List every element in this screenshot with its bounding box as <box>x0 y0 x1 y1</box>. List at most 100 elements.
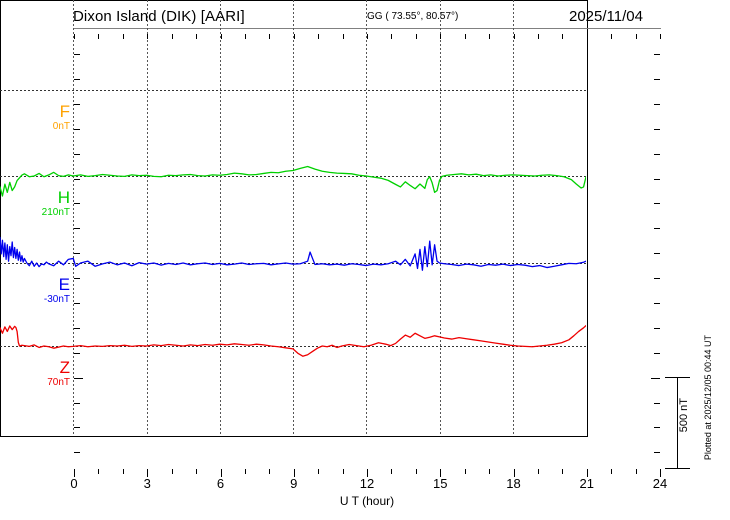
trace-h <box>0 165 586 197</box>
component-symbol-h: H <box>57 188 70 207</box>
x-tick <box>636 469 637 474</box>
x-tick <box>367 469 368 477</box>
x-tick <box>318 469 319 474</box>
y-tick-left <box>74 378 83 379</box>
component-baseline-h: 210nT <box>41 207 70 218</box>
x-tick-top <box>343 34 344 39</box>
y-tick-right <box>654 79 660 80</box>
x-tick-top <box>587 34 588 39</box>
plot-area <box>0 0 588 437</box>
x-tick-label: 21 <box>579 476 594 491</box>
baseline-z <box>0 346 586 347</box>
vertical-gridline <box>220 0 221 435</box>
y-tick-left <box>74 203 80 204</box>
y-tick-left <box>74 452 80 453</box>
x-tick <box>147 469 148 477</box>
x-tick <box>269 469 270 474</box>
station-title: Dixon Island (DIK) [AARI] <box>73 8 245 25</box>
component-label-f: F 0nT <box>24 103 70 133</box>
trace-z <box>0 324 586 357</box>
x-tick-label: 18 <box>506 476 521 491</box>
x-tick <box>391 469 392 474</box>
x-tick-top <box>269 34 270 39</box>
x-tick-top <box>98 34 99 39</box>
x-tick-top <box>196 34 197 39</box>
vertical-gridline <box>366 0 367 435</box>
x-tick-top <box>440 34 441 39</box>
y-tick-right <box>654 154 660 155</box>
y-tick-left <box>74 154 80 155</box>
vertical-gridline <box>293 0 294 435</box>
x-tick-top <box>489 34 490 39</box>
y-tick-right <box>654 353 660 354</box>
y-tick-left <box>74 179 80 180</box>
y-tick-left <box>74 328 80 329</box>
x-tick <box>538 469 539 474</box>
x-tick <box>221 469 222 477</box>
header-divider <box>73 28 661 29</box>
y-tick-left <box>74 79 80 80</box>
component-label-e: E -30nT <box>24 276 70 306</box>
x-tick <box>660 469 661 477</box>
component-symbol-f: F <box>59 102 70 121</box>
x-tick <box>172 469 173 474</box>
x-tick-top <box>514 34 515 39</box>
x-tick-label: 24 <box>652 476 668 491</box>
x-tick <box>343 469 344 474</box>
x-tick <box>440 469 441 477</box>
x-tick-top <box>611 34 612 39</box>
x-tick-label: 9 <box>290 476 298 491</box>
x-tick-label: 15 <box>433 476 448 491</box>
x-tick-top <box>318 34 319 39</box>
x-tick <box>611 469 612 474</box>
x-tick-top <box>74 34 75 39</box>
x-tick <box>562 469 563 474</box>
x-tick-top <box>465 34 466 39</box>
y-tick-left <box>74 129 80 130</box>
y-tick-left <box>74 427 80 428</box>
x-tick-top <box>562 34 563 39</box>
x-tick <box>514 469 515 477</box>
vertical-gridline <box>147 0 148 435</box>
component-baseline-e: -30nT <box>43 294 70 305</box>
x-tick-label: 12 <box>359 476 375 491</box>
x-tick <box>196 469 197 474</box>
x-tick-top <box>416 34 417 39</box>
trace-e <box>0 236 586 271</box>
y-tick-left <box>74 228 80 229</box>
x-tick <box>465 469 466 474</box>
scale-bar-cap-bottom <box>665 468 690 469</box>
y-tick-right <box>654 179 660 180</box>
scale-bar-label: 500 nT <box>678 398 690 433</box>
x-tick-top <box>123 34 124 39</box>
component-baseline-f: 0nT <box>52 121 70 132</box>
x-tick-top <box>660 34 661 39</box>
y-tick-left <box>74 353 80 354</box>
x-tick-top <box>294 34 295 39</box>
x-tick-top <box>538 34 539 39</box>
y-tick-right <box>654 104 660 105</box>
y-tick-right <box>654 203 660 204</box>
x-tick-label: 0 <box>70 476 78 491</box>
trace-layer <box>0 165 586 357</box>
vertical-gridline <box>513 0 514 435</box>
component-baseline-z: 70nT <box>47 377 70 388</box>
plotted-at-stamp: Plotted at 2025/12/05 00:44 UT <box>703 335 713 461</box>
x-tick <box>294 469 295 477</box>
y-tick-left <box>74 403 80 404</box>
component-symbol-z: Z <box>59 358 70 377</box>
x-tick <box>489 469 490 474</box>
x-tick-top <box>147 34 148 39</box>
y-tick-left <box>74 104 80 105</box>
component-label-h: H 210nT <box>24 189 70 219</box>
y-tick-right <box>654 228 660 229</box>
x-tick-top <box>636 34 637 39</box>
x-tick-top <box>245 34 246 39</box>
y-tick-right <box>654 253 660 254</box>
observation-date: 2025/11/04 <box>569 8 643 25</box>
y-tick-right <box>654 427 660 428</box>
y-tick-right <box>654 129 660 130</box>
x-axis-title: U T (hour) <box>339 494 395 508</box>
y-tick-right <box>654 278 660 279</box>
